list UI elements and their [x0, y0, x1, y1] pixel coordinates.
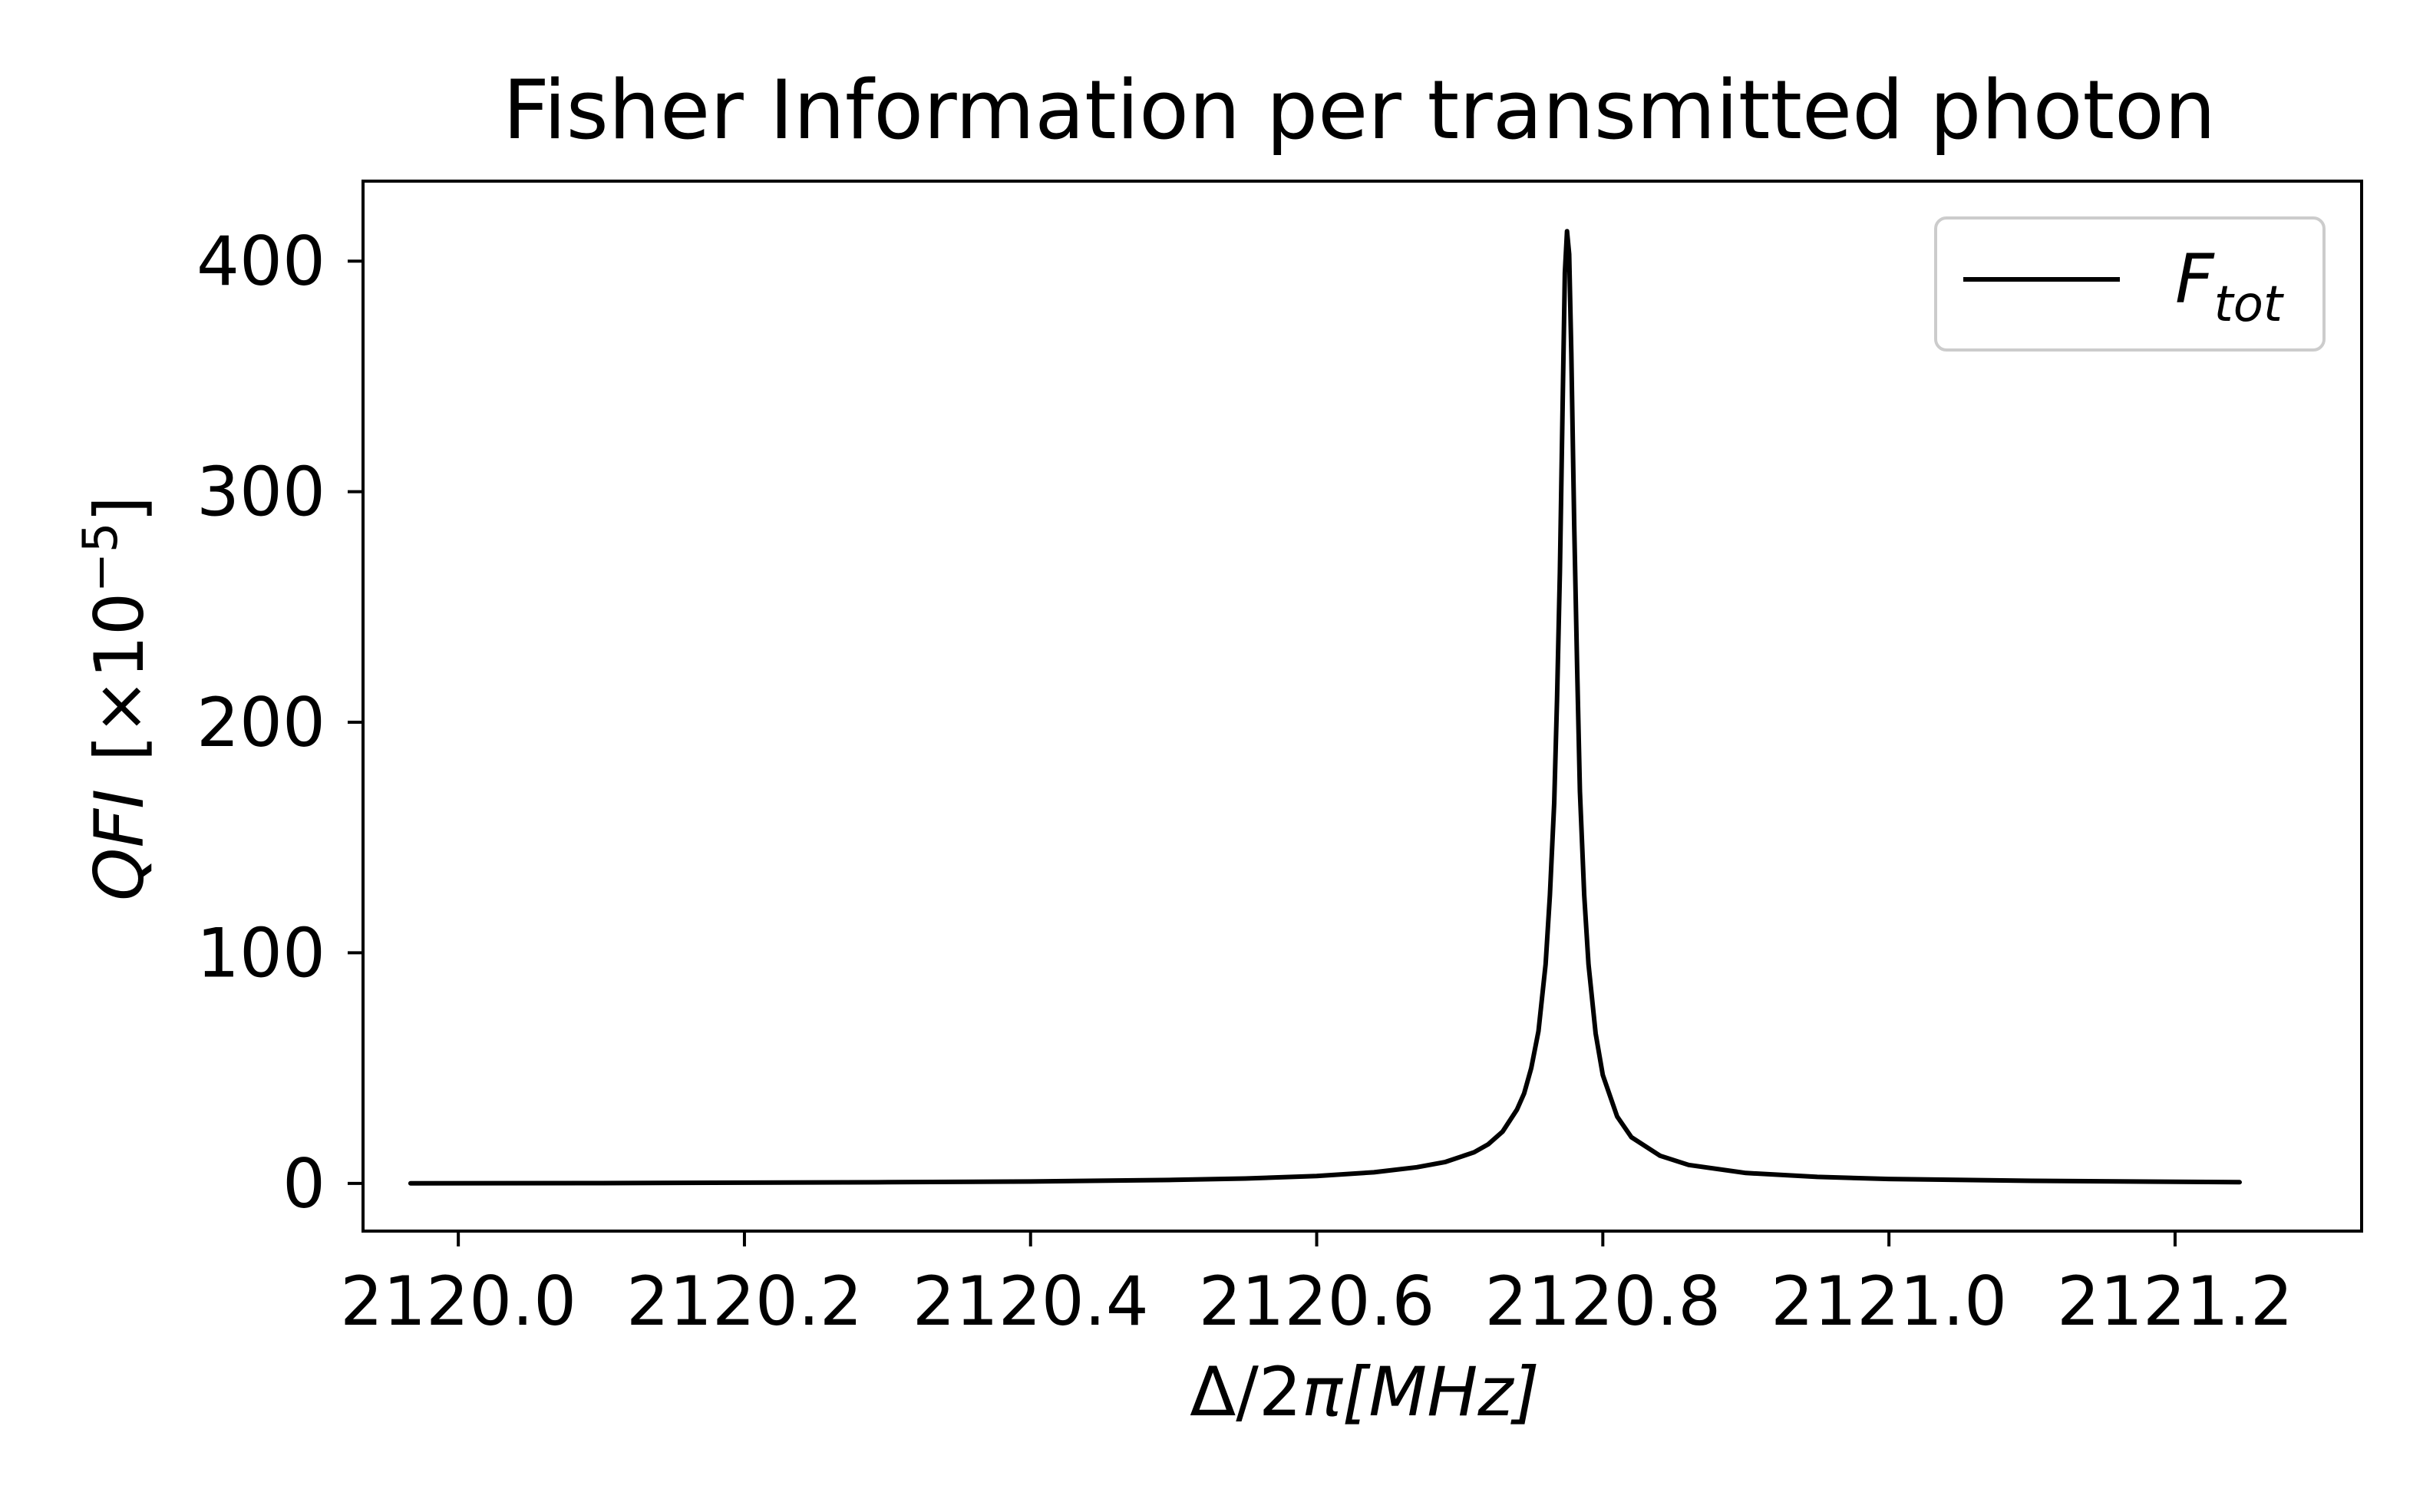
- plot-area: [361, 180, 2363, 1233]
- x-tick-label: 2120.0: [340, 1262, 576, 1341]
- y-axis-label-italic: QFI: [80, 789, 159, 901]
- x-axis-ticks: 2120.0 2120.2 2120.4 2120.6 2120.8 2121.0 2121…: [340, 1231, 2293, 1341]
- legend-label: Ftot: [2175, 239, 2285, 333]
- x-tick-label: 2120.8: [1484, 1262, 1721, 1341]
- y-axis-label: QFI [×10−5]: [72, 496, 159, 901]
- x-axis-label: Δ/2π[MHz]: [1190, 1352, 1540, 1431]
- x-axis-label-italic: π[MHz]: [1302, 1352, 1540, 1431]
- y-tick-label: 100: [196, 913, 325, 992]
- y-tick-label: 300: [196, 453, 325, 532]
- chart-title: Fisher Information per transmitted photo…: [503, 63, 2216, 157]
- y-axis-label-close: ]: [80, 496, 159, 522]
- x-tick-label: 2121.2: [2057, 1262, 2293, 1341]
- legend-box: [1934, 216, 2326, 352]
- legend: Ftot: [1934, 216, 2326, 352]
- x-tick-label: 2120.4: [913, 1262, 1149, 1341]
- y-tick-label: 0: [282, 1144, 325, 1223]
- series-line: [408, 229, 2242, 1186]
- y-tick-label: 400: [196, 222, 325, 301]
- series-group: [408, 229, 2242, 1186]
- y-axis-label-exponent: −5: [72, 523, 128, 593]
- y-axis-label-rest: [×10: [80, 593, 159, 761]
- legend-label-subscript: tot: [2214, 276, 2285, 333]
- y-axis-ticks: 0 100 200 300 400: [196, 222, 363, 1223]
- x-tick-label: 2121.0: [1771, 1262, 2007, 1341]
- x-tick-label: 2120.2: [626, 1262, 863, 1341]
- x-axis-label-main: Δ/2: [1190, 1352, 1302, 1431]
- y-tick-label: 200: [196, 683, 325, 762]
- x-tick-label: 2120.6: [1199, 1262, 1435, 1341]
- legend-label-base: F: [2175, 239, 2215, 319]
